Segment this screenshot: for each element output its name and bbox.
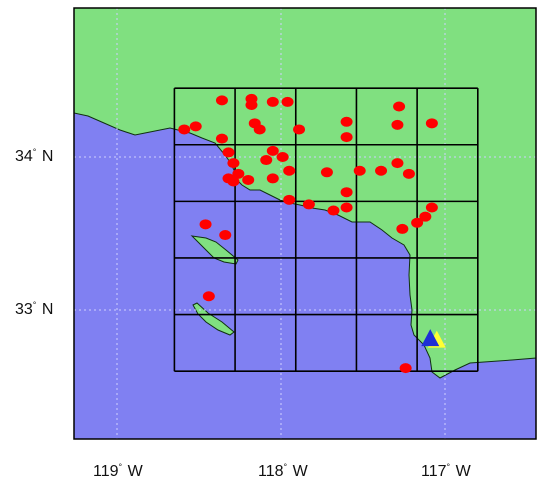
red-dot-icon [425,118,438,129]
red-dot-icon [215,133,228,144]
red-dot-icon [276,152,289,162]
red-dot-icon [419,211,432,222]
red-dot-icon [302,199,315,210]
red-dot-icon [283,165,296,176]
red-dot-icon [283,194,296,205]
red-dot-icon [281,96,294,107]
red-dot-icon [391,119,404,130]
graticule [74,8,536,439]
red-dot-icon [340,202,353,213]
red-dot-icon [227,176,240,187]
red-dot-icon [425,202,438,213]
monitoring-sites [178,93,438,374]
santa-catalina-island [190,235,239,265]
red-dot-icon [199,219,212,230]
red-dot-icon [202,291,215,302]
red-dot-icon [353,165,366,176]
red-dot-icon [227,158,240,169]
red-dot-icon [266,145,279,156]
map-frame [73,7,537,440]
red-dot-icon [222,147,235,158]
red-dot-icon [242,174,255,185]
red-dot-icon [232,168,245,179]
red-dot-icon [219,230,232,241]
san-clemente-island [192,302,235,336]
red-dot-icon [393,101,406,112]
lat-label-33: 33° N [15,300,54,318]
lon-label-117: 117° W [421,462,471,480]
red-dot-icon [391,158,404,169]
red-dot-icon [402,168,415,179]
red-dot-icon [340,116,353,127]
lon-label-119: 119° W [93,462,143,480]
red-dot-icon [399,363,412,374]
red-dot-icon [266,173,279,184]
lat-label-34: 34° N [15,147,54,165]
red-dot-icon [266,96,279,107]
red-dot-icon [260,155,273,166]
grid-cells [173,87,479,373]
red-dot-icon [327,205,340,216]
red-dot-icon [178,124,191,135]
red-dot-icon [375,165,388,176]
red-dot-icon [411,217,424,228]
red-dot-icon [340,132,353,143]
red-dot-icon [253,124,266,135]
lon-label-118: 118° W [258,462,308,480]
red-dot-icon [320,167,333,178]
red-dot-icon [189,121,202,132]
red-dot-icon [293,124,306,135]
red-dot-icon [245,99,258,110]
red-dot-icon [340,187,353,198]
station-marker [421,329,446,348]
red-dot-icon [215,95,228,106]
triangle-marker-icon [421,329,440,347]
red-dot-icon [396,223,409,234]
